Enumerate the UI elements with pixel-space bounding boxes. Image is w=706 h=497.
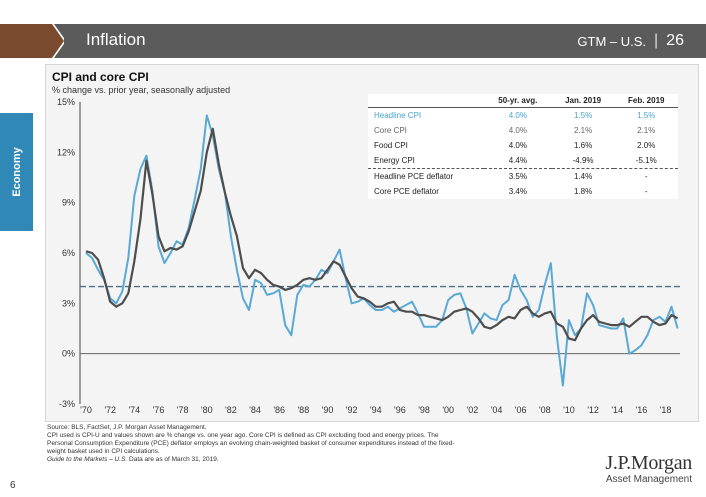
y-tick-label: 15% [57, 97, 75, 107]
header-chevron-icon [0, 24, 64, 58]
row-value-feb: -5.1% [614, 153, 678, 169]
x-tick-label: '96 [394, 405, 406, 415]
doc-code: GTM – U.S. [577, 33, 647, 49]
row-value-feb: 2.0% [637, 141, 656, 150]
x-tick-label: '98 [418, 405, 430, 415]
footnote-line: weight basket used in CPI calculations. [47, 448, 160, 455]
y-tick-label: 6% [62, 248, 75, 258]
logo-subtitle: Asset Management [605, 474, 692, 485]
row-value-feb: 2.1% [637, 126, 656, 135]
asof-text: Data are as of March 31, 2019. [127, 456, 219, 463]
table-row: Headline CPI 4.0% 1.5% 1.5% [368, 108, 678, 124]
x-tick-label: '16 [636, 405, 648, 415]
x-tick-label: '12 [587, 405, 599, 415]
guide-title: Guide to the Markets – U.S. [47, 456, 128, 463]
row-label: Core CPI [374, 126, 407, 135]
jpmorgan-logo: J.P.Morgan Asset Management [605, 452, 692, 485]
x-tick-label: '72 [104, 405, 116, 415]
x-tick-label: '94 [370, 405, 382, 415]
row-label: Core PCE deflator [374, 187, 439, 196]
header-separator: | [654, 32, 659, 49]
y-tick-label: -3% [59, 399, 75, 409]
footnotes: Source: BLS, FactSet, J.P. Morgan Asset … [47, 424, 567, 464]
row-value-jan: 1.4% [573, 172, 593, 181]
core-cpi-line [85, 127, 679, 342]
row-value-avg: 4.4% [484, 153, 552, 169]
chart-subtitle: % change vs. prior year, seasonally adju… [52, 85, 231, 95]
table-header-cell: 50-yr. avg. [484, 94, 552, 108]
section-tab-economy[interactable]: Economy [0, 113, 33, 231]
y-tick-label: 0% [62, 349, 75, 359]
footnote-source: Source: BLS, FactSet, J.P. Morgan Asset … [47, 424, 207, 431]
page-title: Inflation [86, 30, 146, 49]
table-row: Core CPI 4.0% 2.1% 2.1% [368, 123, 678, 138]
row-value-avg: 4.0% [508, 141, 527, 150]
row-label: Headline CPI [374, 111, 422, 120]
footnote-line: Personal Consumption Expenditure (PCE) d… [47, 440, 455, 447]
inflation-stats-table: 50-yr. avg. Jan. 2019 Feb. 2019 Headline… [368, 94, 678, 199]
table-row: Core PCE deflator 3.4% 1.8% - [368, 184, 678, 199]
x-tick-label: '08 [539, 405, 551, 415]
row-value-jan: 1.6% [573, 141, 593, 150]
header-page-label: 26 [666, 32, 684, 49]
table-header-cell: Jan. 2019 [551, 94, 615, 108]
footnote-asof: Guide to the Markets – U.S. Data are as … [47, 456, 567, 464]
x-tick-label: '00 [442, 405, 454, 415]
footnote-line: CPI used is CPI-U and values shown are %… [47, 432, 439, 439]
x-tick-label: '78 [177, 405, 189, 415]
row-value-feb: - [644, 172, 648, 181]
x-tick-label: '14 [611, 405, 623, 415]
x-tick-label: '70 [80, 405, 92, 415]
logo-brand: J.P.Morgan [605, 452, 692, 474]
table-row: Headline PCE deflator 3.5% 1.4% - [368, 169, 678, 185]
y-tick-label: 3% [62, 298, 75, 308]
table-header-row: 50-yr. avg. Jan. 2019 Feb. 2019 [368, 94, 678, 108]
y-tick-label: 12% [57, 147, 75, 157]
x-tick-label: '80 [201, 405, 213, 415]
table-header-cell [368, 94, 484, 108]
x-tick-label: '02 [466, 405, 478, 415]
row-value-feb: - [644, 187, 648, 196]
row-value-jan: 1.5% [573, 111, 593, 120]
x-tick-label: '90 [322, 405, 334, 415]
x-tick-label: '84 [249, 405, 261, 415]
row-label: Headline PCE deflator [374, 172, 454, 181]
page-number: 6 [10, 480, 16, 491]
header-bar: Inflation GTM – U.S. | 26 [0, 24, 706, 58]
x-tick-label: '92 [346, 405, 358, 415]
chart-title: CPI and core CPI [52, 70, 149, 84]
table-header-cell: Feb. 2019 [614, 94, 678, 108]
y-tick-label: 9% [62, 198, 75, 208]
x-tick-label: '82 [225, 405, 237, 415]
x-tick-label: '88 [297, 405, 309, 415]
row-value-feb: 1.5% [637, 111, 656, 120]
header-right: GTM – U.S. | 26 [577, 32, 684, 50]
row-value-avg: 3.4% [508, 187, 527, 196]
row-value-jan: 2.1% [573, 126, 593, 135]
x-tick-label: '06 [515, 405, 527, 415]
row-value-jan: 1.8% [573, 187, 593, 196]
row-label: Energy CPI [368, 153, 484, 169]
row-value-avg: 4.0% [508, 111, 527, 120]
row-value-jan: -4.9% [551, 153, 615, 169]
row-value-avg: 4.0% [508, 126, 527, 135]
x-tick-label: '18 [660, 405, 672, 415]
table-row: Energy CPI 4.4% -4.9% -5.1% [368, 153, 678, 169]
x-tick-label: '10 [563, 405, 575, 415]
row-label: Food CPI [374, 141, 408, 150]
x-tick-label: '86 [273, 405, 285, 415]
x-tick-label: '74 [128, 405, 140, 415]
row-value-avg: 3.5% [508, 172, 527, 181]
table-row: Food CPI 4.0% 1.6% 2.0% [368, 138, 678, 153]
x-tick-label: '76 [153, 405, 165, 415]
x-tick-label: '04 [491, 405, 503, 415]
